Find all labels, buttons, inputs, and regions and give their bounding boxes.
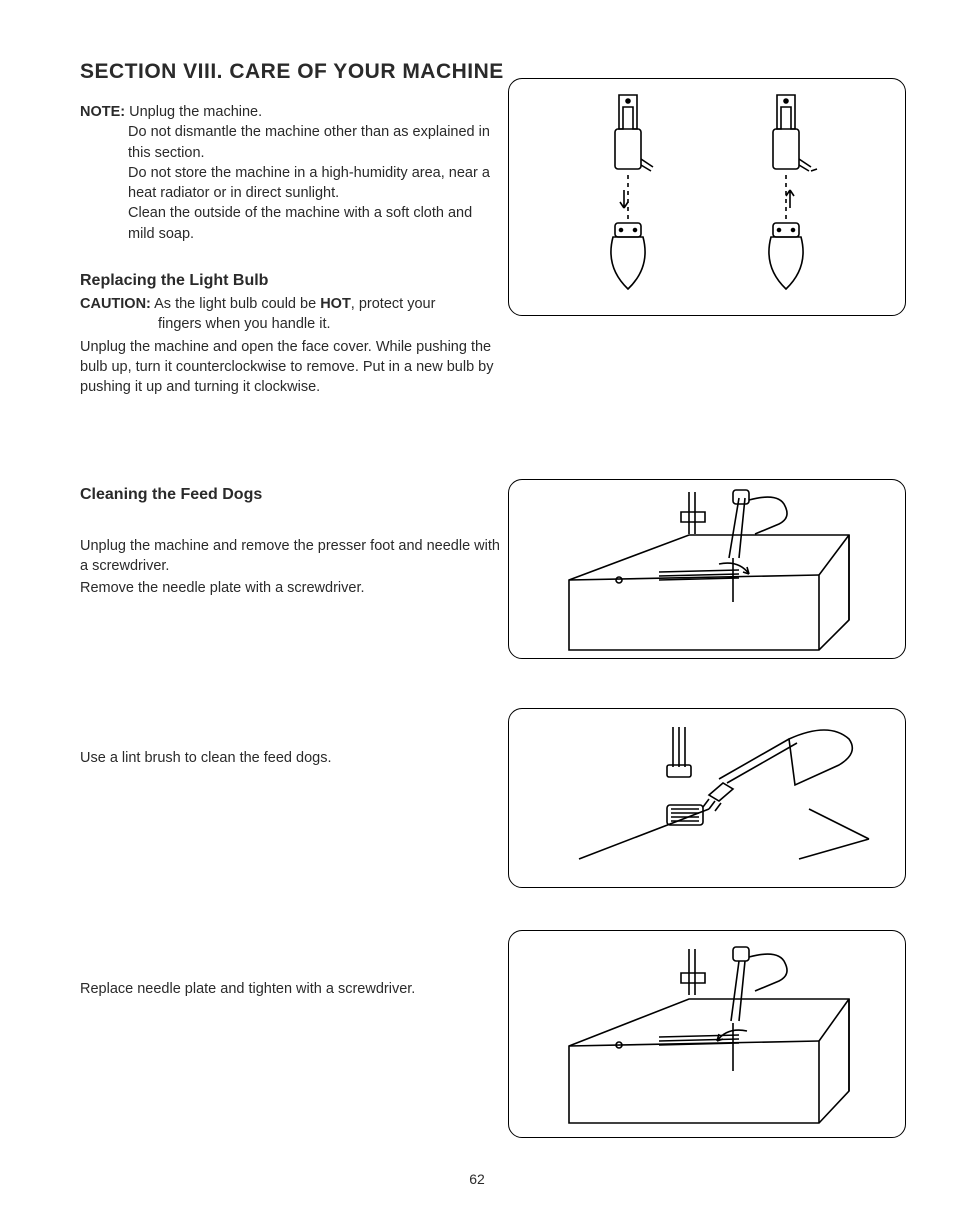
page-number: 62: [0, 1171, 954, 1187]
caution-tail: , protect your: [351, 296, 436, 312]
figure-light-bulb: [508, 78, 906, 316]
figure-remove-plate: [508, 479, 906, 659]
remove-plate-icon: [509, 480, 907, 660]
feed-dogs-step1: Unplug the machine and remove the presse…: [80, 536, 500, 577]
feed-dogs-step1b: Remove the needle plate with a screwdriv…: [80, 578, 500, 598]
note-lead: Unplug the machine.: [129, 104, 262, 120]
note-block: NOTE: Unplug the machine. Do not dismant…: [80, 102, 500, 244]
light-bulb-icon: [509, 79, 907, 317]
caution-line-2: fingers when you handle it.: [80, 314, 500, 334]
note-line-3: Clean the outside of the machine with a …: [80, 203, 500, 244]
lint-brush-icon: [509, 709, 907, 889]
figure-lint-brush: [508, 708, 906, 888]
note-line-2: Do not store the machine in a high-humid…: [80, 163, 500, 204]
caution-label: CAUTION:: [80, 296, 151, 312]
feed-dogs-step2: Use a lint brush to clean the feed dogs.: [80, 748, 500, 768]
note-line-1: Do not dismantle the machine other than …: [80, 122, 500, 163]
feed-dogs-step3: Replace needle plate and tighten with a …: [80, 979, 500, 999]
figure-replace-plate: [508, 930, 906, 1138]
light-bulb-body: Unplug the machine and open the face cov…: [80, 337, 500, 398]
replace-plate-icon: [509, 931, 907, 1139]
caution-hot: HOT: [320, 296, 351, 312]
caution-block: CAUTION: As the light bulb could be HOT,…: [80, 294, 500, 335]
note-label: NOTE:: [80, 104, 125, 120]
caution-lead: As the light bulb could be: [154, 296, 316, 312]
